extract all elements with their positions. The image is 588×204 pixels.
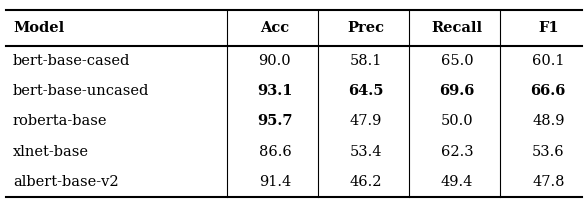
Text: 46.2: 46.2 [350,175,382,189]
Text: 48.9: 48.9 [532,114,564,128]
Text: F1: F1 [538,21,559,35]
Text: 69.6: 69.6 [439,84,475,98]
Text: 58.1: 58.1 [350,54,382,68]
Text: 91.4: 91.4 [259,175,291,189]
Text: 47.8: 47.8 [532,175,564,189]
Text: bert-base-uncased: bert-base-uncased [13,84,149,98]
Text: 64.5: 64.5 [348,84,384,98]
Text: 66.6: 66.6 [530,84,566,98]
Text: 93.1: 93.1 [257,84,293,98]
Text: 60.1: 60.1 [532,54,564,68]
Text: Model: Model [13,21,64,35]
Text: 62.3: 62.3 [441,145,473,159]
Text: 65.0: 65.0 [441,54,473,68]
Text: 53.4: 53.4 [350,145,382,159]
Text: 50.0: 50.0 [441,114,473,128]
Text: Acc: Acc [260,21,289,35]
Text: roberta-base: roberta-base [13,114,108,128]
Text: Prec: Prec [348,21,385,35]
Text: 53.6: 53.6 [532,145,564,159]
Text: xlnet-base: xlnet-base [13,145,89,159]
Text: bert-base-cased: bert-base-cased [13,54,131,68]
Text: 86.6: 86.6 [259,145,291,159]
Text: albert-base-v2: albert-base-v2 [13,175,119,189]
Text: 95.7: 95.7 [257,114,293,128]
Text: 49.4: 49.4 [441,175,473,189]
Text: 47.9: 47.9 [350,114,382,128]
Text: 90.0: 90.0 [259,54,291,68]
Text: Recall: Recall [432,21,483,35]
